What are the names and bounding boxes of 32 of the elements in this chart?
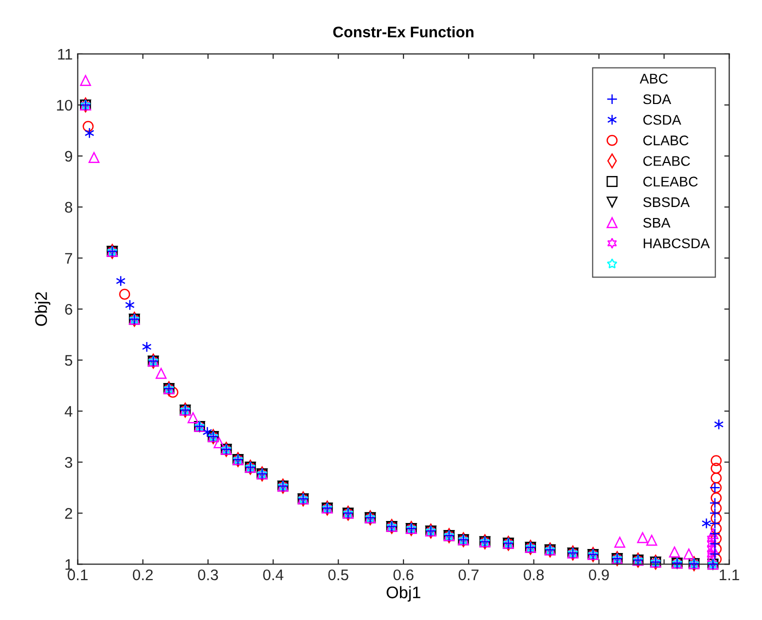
legend-label: CLABC	[643, 136, 688, 146]
x-tick-label: 0.9	[588, 569, 609, 580]
legend-label: CEABC	[643, 156, 690, 166]
legend-label: HABCSDA	[644, 238, 710, 248]
chart-title: Constr-Ex Function	[333, 26, 474, 38]
y-tick-label: 11	[58, 48, 72, 60]
x-tick-label: 0.6	[393, 569, 414, 580]
y-tick-label: 10	[57, 100, 72, 111]
y-tick-label: 5	[64, 355, 72, 366]
x-tick-label: 0.5	[328, 569, 348, 580]
y-tick-label: 3	[64, 457, 72, 468]
y-tick-label: 6	[65, 304, 72, 315]
y-tick-label: 4	[64, 406, 72, 417]
x-tick-label: 0.3	[198, 569, 218, 580]
x-tick-label: 1.1	[720, 570, 740, 580]
x-tick-label: 0.7	[458, 569, 478, 580]
y-tick-label: 8	[65, 202, 72, 213]
y-tick-label: 9	[65, 150, 72, 162]
legend-label: SDA	[643, 94, 672, 104]
legend-label: CLEABC	[643, 176, 698, 187]
y-tick-label: 7	[65, 253, 72, 264]
x-tick-label: 0.4	[263, 569, 284, 580]
y-tick-label: 2	[65, 508, 72, 519]
x-axis-title: Obj1	[386, 586, 420, 602]
y-tick-label: 1	[66, 559, 72, 570]
y-axis-title: Obj2	[34, 292, 50, 326]
legend-title: ABC	[640, 74, 668, 84]
x-tick-label: 0.8	[524, 569, 544, 580]
legend-label: SBA	[643, 218, 670, 228]
x-tick-label: 0.1	[68, 569, 88, 580]
legend-label: SBSDA	[643, 197, 690, 208]
x-tick-label: 0.2	[132, 569, 153, 580]
